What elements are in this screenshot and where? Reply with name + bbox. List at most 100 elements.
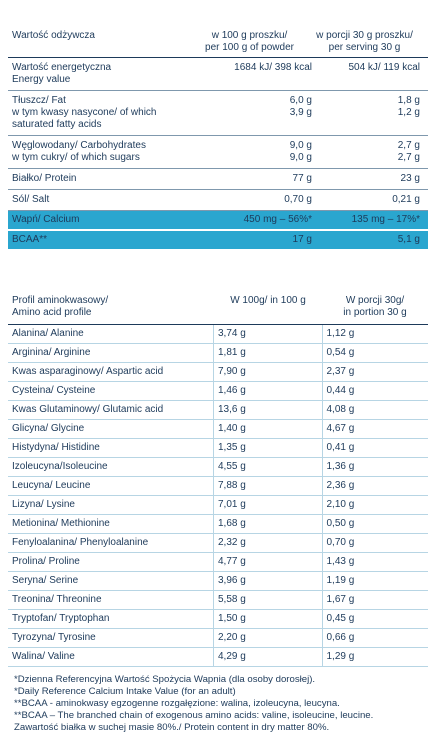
amino-cell: Leucyna/ Leucine (8, 477, 214, 495)
amino-row: Kwas asparaginowy/ Aspartic acid 7,90 g 2,… (8, 363, 428, 382)
value-per-100g: 6,0 g (289, 95, 312, 106)
nutrient-label: BCAA** (12, 234, 48, 245)
amino-cell: Lizyna/ Lysine (8, 496, 214, 514)
amino-row: Fenyloalanina/ Phenyloalanine 2,32 g 0,70 … (8, 534, 428, 553)
header-text: W porcji 30g/ (345, 295, 405, 306)
nutrient-label: Energy value (12, 74, 71, 85)
header-row: Wartość odżywcza w 100 g proszku/per 100 … (8, 28, 428, 58)
amino-cell: 1,12 g (326, 328, 355, 339)
amino-cell: 4,77 g (214, 553, 323, 571)
value-per-serving: 23 g (400, 173, 420, 184)
amino-cell: 4,08 g (326, 404, 355, 415)
nutrient-row: Wapń/ Calcium 450 mg – 56%* 135 mg – 17%* (8, 211, 428, 231)
footnote: **BCAA – The branched chain of exogenous… (14, 710, 374, 721)
amino-cell: 1,29 g (326, 651, 355, 662)
amino-cell: 3,74 g (214, 325, 323, 343)
amino-cell: Glicyna/ Glycine (8, 420, 214, 438)
label-cell: BCAA** (8, 234, 202, 246)
header-text: in portion 30 g (343, 307, 407, 318)
amino-cell: 0,44 g (326, 385, 355, 396)
amino-row: Treonina/ Threonine 5,58 g 1,67 g (8, 591, 428, 610)
amino-cell: Kwas asparaginowy/ Aspartic acid (8, 363, 214, 381)
amino-row: Glicyna/ Glycine 1,40 g 4,67 g (8, 420, 428, 439)
amino-cell: 1,35 g (214, 439, 323, 457)
amino-cell: Kwas Glutaminowy/ Glutamic acid (8, 401, 214, 419)
amino-cell: 1,68 g (214, 515, 323, 533)
header-text: per 100 g of powder (205, 42, 294, 53)
amino-cell: 1,40 g (214, 420, 323, 438)
amino-cell: Arginina/ Arginine (8, 344, 214, 362)
amino-cell: 7,88 g (214, 477, 323, 495)
header-cell: w porcji 30 g proszku/per serving 30 g (312, 30, 417, 54)
amino-cell: 1,81 g (214, 344, 323, 362)
value-per-serving: 2,7 g (397, 152, 420, 163)
amino-cell: Tyrozyna/ Tyrosine (8, 629, 214, 647)
nutrient-row: Wartość energetyczna Energy value 1684 kJ/… (8, 58, 428, 91)
value-per-100g: 450 mg – 56%* (243, 214, 312, 225)
amino-table: Profil aminokwasowy/Amino acid profile W … (8, 292, 428, 667)
label-cell: Białko/ Protein (8, 173, 202, 185)
amino-cell: 0,45 g (326, 613, 355, 624)
amino-row: Histydyna/ Histidine 1,35 g 0,41 g (8, 439, 428, 458)
value-per-serving: 504 kJ/ 119 kcal (348, 62, 420, 73)
value-cell: 1,8 g 1,2 g (320, 95, 420, 131)
value-per-100g: 9,0 g (289, 152, 312, 163)
value-cell: 9,0 g 9,0 g (202, 140, 320, 164)
header-cell: Profil aminokwasowy/Amino acid profile (8, 292, 214, 324)
value-per-100g: 9,0 g (289, 140, 312, 151)
header-text: w 100 g proszku/ (211, 30, 288, 41)
label-cell: Sól/ Salt (8, 194, 202, 206)
value-cell: 1684 kJ/ 398 kcal (202, 62, 320, 86)
amino-cell: Treonina/ Threonine (8, 591, 214, 609)
amino-cell: 4,67 g (326, 423, 355, 434)
amino-cell: 2,37 g (326, 366, 355, 377)
value-per-100g: 1684 kJ/ 398 kcal (234, 62, 312, 73)
header-text: Wartość odżywcza (12, 30, 95, 41)
amino-cell: 5,58 g (214, 591, 323, 609)
nutrient-label: Białko/ Protein (12, 173, 77, 184)
amino-cell: 2,36 g (326, 480, 355, 491)
amino-cell: 0,41 g (326, 442, 355, 453)
value-cell: 17 g (202, 234, 320, 246)
value-per-serving: 0,21 g (392, 194, 420, 205)
amino-cell: Seryna/ Serine (8, 572, 214, 590)
header-row: Profil aminokwasowy/Amino acid profile W … (8, 292, 428, 325)
amino-cell: 7,01 g (214, 496, 323, 514)
nutrient-row: Sól/ Salt 0,70 g 0,21 g (8, 190, 428, 211)
amino-cell: Izoleucyna/Isoleucine (8, 458, 214, 476)
amino-row: Tryptofan/ Tryptophan 1,50 g 0,45 g (8, 610, 428, 629)
nutrient-row: Węglowodany/ Carbohydrates w tym cukry/ o… (8, 136, 428, 169)
label-cell: Wartość energetyczna Energy value (8, 62, 202, 86)
amino-row: Cysteina/ Cysteine 1,46 g 0,44 g (8, 382, 428, 401)
amino-row: Prolina/ Proline 4,77 g 1,43 g (8, 553, 428, 572)
value-cell: 5,1 g (320, 234, 420, 246)
amino-cell: 13,6 g (214, 401, 323, 419)
amino-row: Kwas Glutaminowy/ Glutamic acid 13,6 g 4,0… (8, 401, 428, 420)
header-cell: W 100g/ in 100 g (214, 292, 322, 324)
nutrient-label: Sól/ Salt (12, 194, 50, 205)
header-cell: W porcji 30g/in portion 30 g (322, 292, 428, 324)
value-per-100g: 17 g (292, 234, 312, 245)
value-per-100g: 3,9 g (289, 107, 312, 118)
header-text: w porcji 30 g proszku/ (316, 30, 413, 41)
nutrition-table: Wartość odżywcza w 100 g proszku/per 100 … (8, 28, 428, 251)
value-per-100g: 0,70 g (284, 194, 312, 205)
value-cell: 504 kJ/ 119 kcal (320, 62, 420, 86)
value-cell: 0,70 g (202, 194, 320, 206)
amino-cell: Alanina/ Alanine (8, 325, 214, 343)
value-cell: 135 mg – 17%* (320, 214, 420, 226)
value-cell: 0,21 g (320, 194, 420, 206)
amino-cell: 7,90 g (214, 363, 323, 381)
amino-cell: 0,70 g (326, 537, 355, 548)
amino-cell: Prolina/ Proline (8, 553, 214, 571)
header-cell: w 100 g proszku/per 100 g of powder (187, 30, 312, 54)
amino-cell: 0,66 g (326, 632, 355, 643)
amino-row: Lizyna/ Lysine 7,01 g 2,10 g (8, 496, 428, 515)
amino-cell: 1,50 g (214, 610, 323, 628)
amino-cell: Walina/ Valine (8, 648, 214, 666)
nutrient-label: saturated fatty acids (12, 119, 102, 130)
header-text: per serving 30 g (328, 42, 401, 53)
amino-cell: 2,10 g (326, 499, 355, 510)
value-cell: 23 g (320, 173, 420, 185)
